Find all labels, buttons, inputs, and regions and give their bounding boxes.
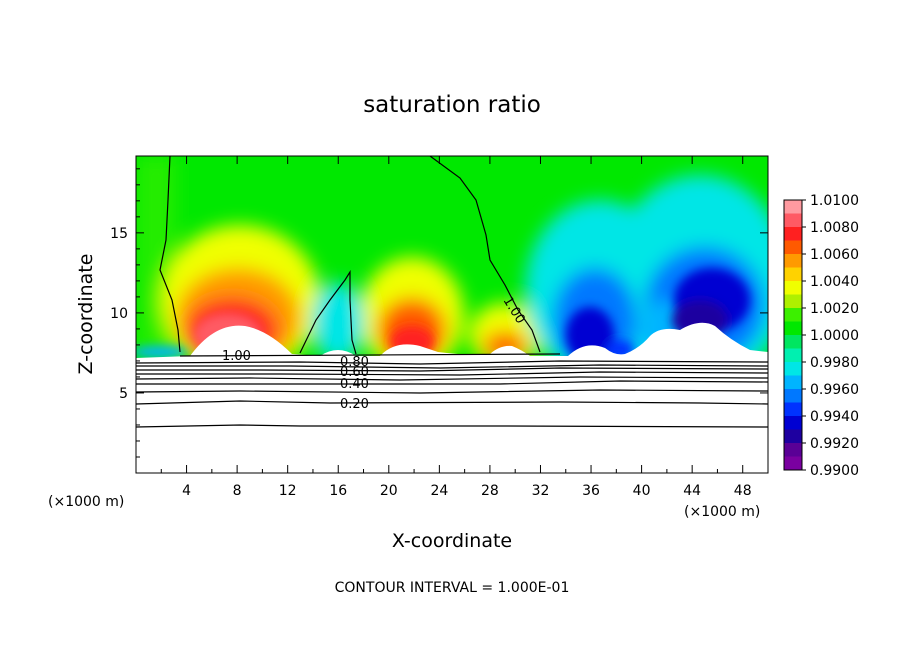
- colorbar-swatch: [784, 227, 802, 241]
- contour-label-top: 1.00: [222, 349, 251, 364]
- y-axis-ticks: 5 10 15: [110, 168, 768, 458]
- colorbar-swatch: [784, 294, 802, 309]
- colorbar-label: 0.9980: [810, 355, 859, 371]
- x-tick-label: 40: [633, 483, 651, 499]
- colorbar-label: 1.0020: [810, 301, 859, 317]
- chart-title: saturation ratio: [363, 92, 541, 118]
- x-tick-label: 16: [329, 483, 347, 499]
- colorbar-swatch: [784, 335, 802, 349]
- colorbar-swatch: [784, 375, 802, 390]
- colorbar: 1.0100 1.0080 1.0060 1.0040 1.0020 1.0000 0.99…: [783, 193, 859, 479]
- x-axis-ticks: 4 8 12 16 20 24 28 32 36 40 44 48: [160, 156, 752, 499]
- colorbar-label: 1.0060: [810, 247, 859, 263]
- colorbar-swatch: [784, 389, 802, 403]
- colorbar-swatch: [784, 456, 802, 471]
- colorbar-swatch: [784, 348, 802, 363]
- y-unit-label: (×1000 m): [48, 494, 124, 510]
- x-unit-label: (×1000 m): [684, 504, 760, 520]
- colorbar-label: 0.9940: [810, 409, 859, 425]
- x-axis-label: X-coordinate: [392, 530, 512, 552]
- contour-label-020: 0.20: [340, 397, 369, 412]
- y-tick-label: 10: [110, 306, 128, 322]
- plot-frame: [135, 155, 769, 474]
- colorbar-swatch: [784, 213, 802, 228]
- contour-label-040: 0.40: [340, 377, 369, 392]
- contour-label-080: 0.80: [340, 355, 369, 370]
- colorbar-label: 1.0100: [810, 193, 859, 209]
- x-tick-label: 20: [380, 483, 398, 499]
- x-tick-label: 32: [532, 483, 550, 499]
- y-tick-label: 15: [110, 226, 128, 242]
- colorbar-label: 0.9900: [810, 463, 859, 479]
- x-tick-label: 4: [182, 483, 191, 499]
- colorbar-swatch: [784, 443, 802, 457]
- colorbar-label: 1.0000: [810, 328, 859, 344]
- colorbar-swatch: [784, 254, 802, 268]
- y-axis-label: Z-coordinate: [75, 254, 97, 375]
- colorbar-swatch: [784, 240, 802, 255]
- colorbar-swatch: [784, 416, 802, 430]
- colorbar-label: 0.9960: [810, 382, 859, 398]
- x-tick-label: 44: [683, 483, 701, 499]
- x-tick-label: 48: [734, 483, 752, 499]
- x-tick-label: 12: [279, 483, 297, 499]
- colorbar-swatch: [784, 429, 802, 444]
- x-tick-label: 8: [233, 483, 242, 499]
- y-tick-label: 5: [119, 386, 128, 402]
- heatmap-field: [136, 156, 768, 473]
- colorbar-label: 1.0080: [810, 220, 859, 236]
- colorbar-swatch: [784, 267, 802, 282]
- colorbar-swatch: [784, 321, 802, 336]
- contour-label-060: 0.60: [340, 365, 369, 380]
- x-tick-label: 36: [582, 483, 600, 499]
- contour-lines: [136, 156, 768, 428]
- x-tick-label: 28: [481, 483, 499, 499]
- colorbar-swatch: [784, 200, 802, 214]
- colorbar-swatch: [784, 308, 802, 322]
- colorbar-swatch: [784, 281, 802, 295]
- colorbar-swatch: [784, 402, 802, 417]
- colorbar-label: 0.9920: [810, 436, 859, 452]
- colorbar-swatch: [784, 362, 802, 376]
- colorbar-label: 1.0040: [810, 274, 859, 290]
- contour-interval-note: CONTOUR INTERVAL = 1.000E-01: [335, 580, 570, 596]
- x-tick-label: 24: [430, 483, 448, 499]
